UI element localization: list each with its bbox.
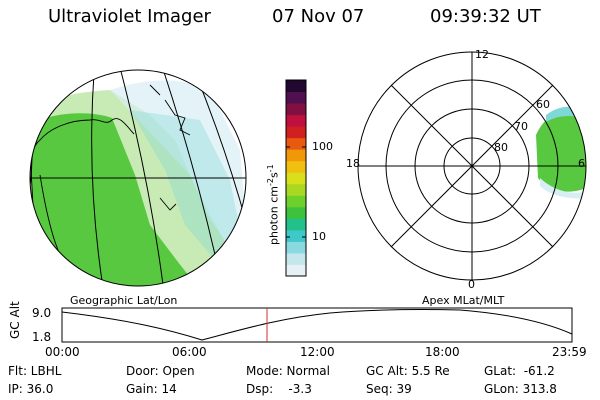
geo-panel-caption: Geographic Lat/Lon	[70, 294, 178, 307]
time-tick-0600: 06:00	[172, 345, 207, 359]
colorbar-segment	[286, 80, 306, 93]
auroral-emission-apex	[536, 106, 586, 199]
observation-time: 09:39:32 UT	[430, 6, 541, 27]
time-tick-1800: 18:00	[425, 345, 460, 359]
mlt-label-12: 12	[475, 48, 489, 61]
altitude-curve	[61, 308, 573, 341]
info-dsp: Dsp: -3.3	[246, 382, 312, 396]
altitude-max-label: 9.0	[32, 306, 52, 320]
apex-grid	[357, 51, 587, 281]
observation-date: 07 Nov 07	[272, 6, 365, 27]
altitude-axis-label: GC Alt	[8, 301, 22, 339]
info-ip: IP: 36.0	[8, 382, 54, 396]
colorbar-tick-10: 10	[312, 230, 326, 243]
colorbar-segment	[286, 103, 306, 116]
info-seq: Seq: 39	[366, 382, 412, 396]
colorbar-segment	[286, 114, 306, 127]
mlt-label-18: 18	[346, 157, 360, 170]
info-mode: Mode: Normal	[246, 364, 330, 378]
geo-view-boundary	[29, 69, 247, 287]
mlat-label-70: 70	[514, 120, 528, 133]
colorbar-segment	[286, 183, 306, 196]
mlt-label-6: 6	[578, 157, 585, 170]
time-tick-1200: 12:00	[300, 345, 335, 359]
colorbar-segment	[286, 252, 306, 265]
colorbar-segment	[286, 172, 306, 185]
colorbar-segment	[286, 229, 306, 242]
mlat-label-60: 60	[536, 98, 550, 111]
time-tick-0000: 00:00	[45, 345, 80, 359]
instrument-title: Ultraviolet Imager	[48, 6, 211, 27]
colorbar-tick-100: 100	[312, 140, 333, 153]
info-door: Door: Open	[126, 364, 195, 378]
colorbar-segment	[286, 126, 306, 139]
colorbar-segment	[286, 264, 306, 277]
colorbar-segment	[286, 218, 306, 231]
mlat-label-80: 80	[494, 141, 508, 154]
info-flt: Flt: LBHL	[8, 364, 62, 378]
colorbar-segment	[286, 206, 306, 219]
mlt-label-0: 0	[468, 278, 475, 291]
colorbar-segment	[286, 241, 306, 254]
auroral-emission-geo	[30, 80, 245, 286]
altitude-min-label: 1.8	[32, 330, 52, 344]
colorbar-segment	[286, 137, 306, 150]
info-gain: Gain: 14	[126, 382, 177, 396]
apex-panel-caption: Apex MLat/MLT	[422, 294, 505, 307]
info-gcalt: GC Alt: 5.5 Re	[366, 364, 450, 378]
colorbar-gradient	[286, 80, 306, 277]
colorbar-segment	[286, 149, 306, 162]
info-glon: GLon: 313.8	[484, 382, 557, 396]
colorbar-segment	[286, 91, 306, 104]
altitude-frame	[61, 307, 573, 343]
colorbar-segment	[286, 195, 306, 208]
colorbar-segment	[286, 160, 306, 173]
time-tick-2359: 23:59	[552, 345, 587, 359]
info-glat: GLat: -61.2	[484, 364, 555, 378]
